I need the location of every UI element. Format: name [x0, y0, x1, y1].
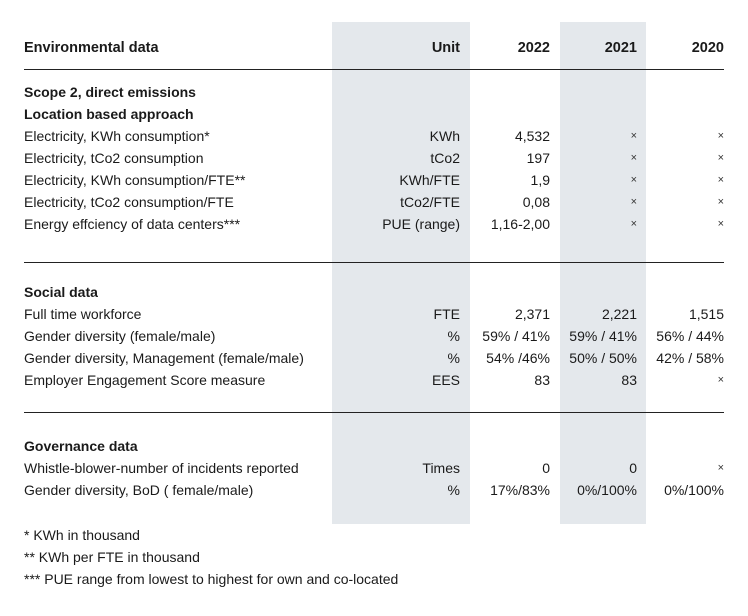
row-unit: % — [447, 328, 460, 344]
header-divider — [24, 69, 724, 70]
row-value-2021: × — [630, 196, 637, 208]
row-value-2020: × — [717, 374, 724, 386]
row-value-2020: 42% / 58% — [656, 350, 724, 366]
subsection-title-location: Location based approach — [24, 103, 724, 125]
row-value-2020: × — [717, 462, 724, 474]
row-unit: PUE (range) — [382, 216, 460, 232]
row-unit: EES — [431, 372, 460, 388]
row-label: Gender diversity, BoD ( female/male) — [24, 482, 254, 498]
row-unit: FTE — [433, 306, 460, 322]
header-2021: 2021 — [604, 40, 637, 56]
row-value-2020: 1,515 — [688, 306, 724, 322]
row-label: Electricity, tCo2 consumption — [24, 150, 204, 166]
row-unit: tCo2 — [430, 150, 460, 166]
section-divider — [24, 262, 724, 263]
table-row: Electricity, tCo2 consumption/FTE tCo2/F… — [24, 191, 724, 213]
row-value-2022: 2,371 — [514, 306, 550, 322]
table-header: Environmental data Unit 2022 2021 2020 — [24, 37, 724, 59]
table-row: Employer Engagement Score measure EES 83… — [24, 369, 724, 391]
table-row: Gender diversity, BoD ( female/male) % 1… — [24, 479, 724, 501]
table-row: Electricity, KWh consumption* KWh 4,532 … — [24, 125, 724, 147]
row-value-2022: 17%/83% — [490, 482, 550, 498]
row-value-2021: × — [630, 152, 637, 164]
header-unit: Unit — [431, 40, 460, 56]
row-value-2021: 0 — [629, 460, 637, 476]
row-unit: tCo2/FTE — [400, 194, 460, 210]
row-value-2022: 0 — [542, 460, 550, 476]
row-value-2022: 1,9 — [530, 172, 550, 188]
row-value-2022: 197 — [526, 150, 550, 166]
row-value-2020: 0%/100% — [664, 482, 724, 498]
row-value-2020: × — [717, 196, 724, 208]
row-label: Gender diversity (female/male) — [24, 328, 216, 344]
footnote-2: ** KWh per FTE in thousand — [24, 549, 200, 565]
section-title-scope2: Scope 2, direct emissions — [24, 81, 724, 103]
row-unit: KWh — [429, 128, 460, 144]
row-value-2020: × — [717, 152, 724, 164]
table-row: Gender diversity, Management (female/mal… — [24, 347, 724, 369]
row-label: Full time workforce — [24, 306, 142, 322]
table-row: Electricity, KWh consumption/FTE** KWh/F… — [24, 169, 724, 191]
header-2020: 2020 — [691, 40, 724, 56]
header-title: Environmental data — [24, 40, 159, 56]
unit-column-band — [332, 22, 470, 524]
row-value-2022: 4,532 — [514, 128, 550, 144]
row-unit: % — [447, 482, 460, 498]
row-label: Employer Engagement Score measure — [24, 372, 266, 388]
row-value-2021: 59% / 41% — [569, 328, 637, 344]
row-value-2021: × — [630, 218, 637, 230]
row-value-2021: 0%/100% — [577, 482, 637, 498]
table-row: Full time workforce FTE 2,371 2,221 1,51… — [24, 303, 724, 325]
table-row: Energy effciency of data centers*** PUE … — [24, 213, 724, 235]
row-label: Energy effciency of data centers*** — [24, 216, 241, 232]
row-value-2021: × — [630, 174, 637, 186]
section-title-text: Governance data — [24, 438, 138, 454]
row-value-2021: 83 — [621, 372, 637, 388]
row-label: Gender diversity, Management (female/mal… — [24, 350, 304, 366]
row-label: Electricity, KWh consumption/FTE** — [24, 172, 246, 188]
footnote-3: *** PUE range from lowest to highest for… — [24, 571, 399, 587]
row-value-2020: 56% / 44% — [656, 328, 724, 344]
row-label: Electricity, tCo2 consumption/FTE — [24, 194, 234, 210]
row-value-2021: × — [630, 130, 637, 142]
row-value-2022: 59% / 41% — [482, 328, 550, 344]
row-unit: KWh/FTE — [399, 172, 460, 188]
footnote-1: * KWh in thousand — [24, 527, 140, 543]
row-value-2022: 54% /46% — [486, 350, 550, 366]
table-row: Electricity, tCo2 consumption tCo2 197 ×… — [24, 147, 724, 169]
section-title-governance: Governance data — [24, 435, 724, 457]
row-value-2021: 2,221 — [601, 306, 637, 322]
row-value-2020: × — [717, 174, 724, 186]
row-unit: % — [447, 350, 460, 366]
subsection-title-text: Location based approach — [24, 106, 194, 122]
section-title-text: Scope 2, direct emissions — [24, 84, 196, 100]
row-value-2020: × — [717, 130, 724, 142]
header-2022: 2022 — [517, 40, 550, 56]
row-value-2020: × — [717, 218, 724, 230]
row-value-2022: 83 — [534, 372, 550, 388]
row-value-2021: 50% / 50% — [569, 350, 637, 366]
section-divider — [24, 412, 724, 413]
row-value-2022: 1,16-2,00 — [490, 216, 550, 232]
table-row: Whistle-blower-number of incidents repor… — [24, 457, 724, 479]
row-label: Electricity, KWh consumption* — [24, 128, 210, 144]
row-label: Whistle-blower-number of incidents repor… — [24, 460, 299, 476]
year-2021-column-band — [560, 22, 646, 524]
table-row: Gender diversity (female/male) % 59% / 4… — [24, 325, 724, 347]
row-unit: Times — [422, 460, 460, 476]
section-title-text: Social data — [24, 284, 98, 300]
row-value-2022: 0,08 — [522, 194, 550, 210]
section-title-social: Social data — [24, 281, 724, 303]
